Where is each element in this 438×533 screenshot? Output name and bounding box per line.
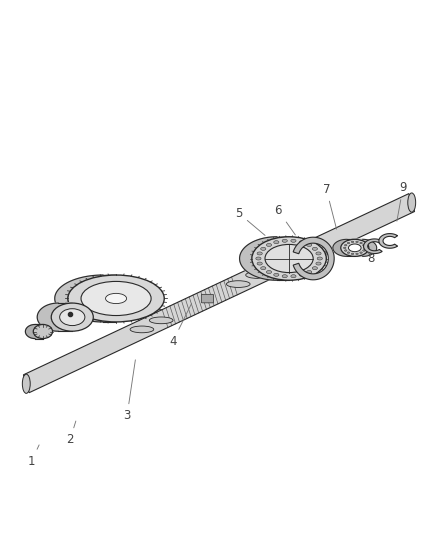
Polygon shape [25, 325, 43, 338]
Ellipse shape [317, 257, 322, 260]
Ellipse shape [51, 303, 93, 331]
Ellipse shape [356, 253, 358, 255]
Ellipse shape [282, 274, 287, 278]
Ellipse shape [246, 272, 269, 278]
Ellipse shape [312, 266, 318, 270]
Polygon shape [68, 281, 116, 316]
Text: 5: 5 [235, 207, 265, 236]
Ellipse shape [60, 309, 85, 326]
Text: 8: 8 [368, 252, 375, 265]
Ellipse shape [130, 326, 154, 333]
Ellipse shape [316, 252, 321, 255]
Ellipse shape [344, 245, 347, 246]
Ellipse shape [266, 244, 272, 246]
Ellipse shape [261, 266, 266, 270]
Polygon shape [24, 193, 414, 393]
Polygon shape [37, 303, 72, 331]
Ellipse shape [274, 273, 279, 276]
Text: 2: 2 [66, 421, 76, 446]
Ellipse shape [252, 237, 326, 280]
Text: 3: 3 [124, 360, 135, 422]
Ellipse shape [274, 241, 279, 244]
Ellipse shape [266, 271, 272, 273]
Ellipse shape [257, 252, 262, 255]
Ellipse shape [349, 244, 361, 252]
Polygon shape [293, 237, 334, 280]
Ellipse shape [343, 247, 346, 248]
Ellipse shape [68, 275, 164, 322]
Ellipse shape [22, 374, 30, 393]
Ellipse shape [291, 239, 296, 243]
Ellipse shape [360, 243, 362, 244]
Ellipse shape [261, 247, 266, 251]
Ellipse shape [307, 244, 312, 246]
Polygon shape [333, 239, 355, 256]
Ellipse shape [351, 241, 354, 243]
Ellipse shape [149, 317, 173, 324]
Ellipse shape [344, 250, 347, 251]
FancyBboxPatch shape [201, 294, 214, 303]
Ellipse shape [351, 253, 354, 255]
Ellipse shape [307, 271, 312, 273]
Ellipse shape [257, 262, 262, 265]
Ellipse shape [341, 239, 369, 256]
Text: 4: 4 [169, 304, 191, 348]
Text: 7: 7 [322, 183, 336, 229]
Polygon shape [379, 233, 398, 248]
Text: 9: 9 [397, 181, 407, 221]
Ellipse shape [363, 250, 365, 251]
Ellipse shape [81, 281, 151, 316]
Ellipse shape [265, 245, 313, 272]
Ellipse shape [299, 273, 304, 276]
Ellipse shape [106, 293, 127, 304]
Text: 6: 6 [274, 204, 295, 235]
Ellipse shape [364, 247, 366, 248]
Ellipse shape [316, 262, 321, 265]
Polygon shape [364, 239, 382, 254]
Ellipse shape [299, 241, 304, 244]
Ellipse shape [347, 252, 350, 253]
Text: 1: 1 [28, 445, 39, 467]
Ellipse shape [347, 243, 350, 244]
Polygon shape [55, 275, 116, 322]
Ellipse shape [312, 247, 318, 251]
Ellipse shape [356, 241, 358, 243]
Ellipse shape [363, 245, 365, 246]
Ellipse shape [256, 257, 261, 260]
Ellipse shape [282, 239, 287, 243]
Ellipse shape [408, 193, 416, 212]
Ellipse shape [33, 325, 53, 338]
Ellipse shape [291, 274, 296, 278]
Polygon shape [240, 237, 289, 280]
Polygon shape [355, 239, 377, 256]
Ellipse shape [226, 281, 250, 287]
Ellipse shape [360, 252, 362, 253]
